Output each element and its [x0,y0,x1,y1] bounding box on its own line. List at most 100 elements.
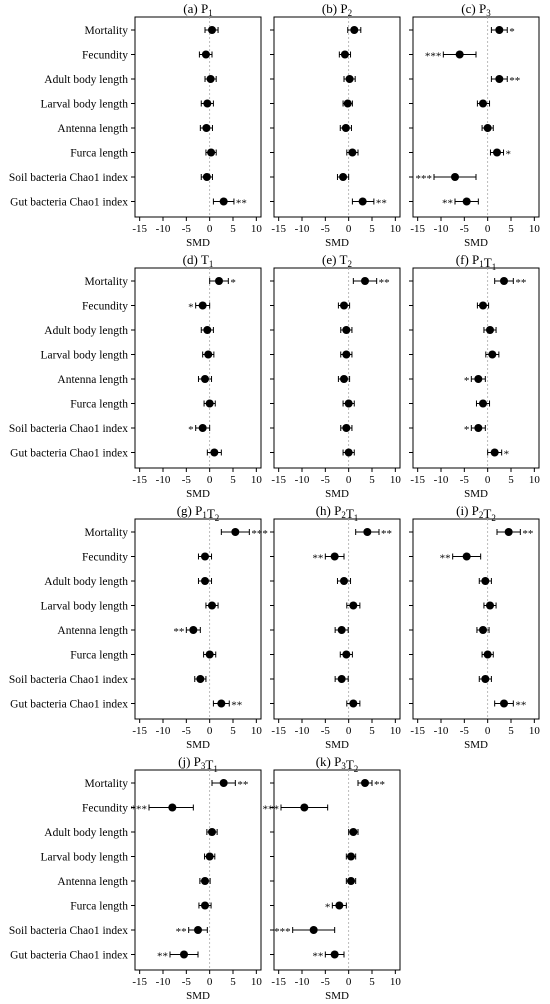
significance-label: ** [176,926,187,938]
significance-label: * [504,449,510,461]
x-tick-label: 5 [508,223,514,235]
x-tick-label: 10 [251,223,262,235]
row-label: Fecundity [82,803,128,815]
point-estimate [479,99,487,108]
forest-panel-i: (i) P2T2 -15 -10 -5 0 5 10 SMD ** ** ** [409,503,540,751]
forest-panel-d: (d) T1 -15 -10 -5 0 5 10 SMD Mortality * Fecundity… [9,252,262,500]
panel-frame [134,16,262,218]
row-label: Gut bacteria Chao1 index [10,950,128,962]
point-estimate [201,375,209,383]
panel-title: (e) T2 [322,252,352,269]
significance-label: ** [379,277,390,289]
point-estimate [350,26,359,34]
point-estimate [361,779,369,787]
x-tick-label: -10 [295,976,310,988]
significance-label: ** [237,779,248,791]
point-estimate [481,675,490,683]
x-tick-label: -15 [271,976,286,988]
x-tick-label: 0 [346,976,352,988]
significance-label: ** [236,198,247,210]
point-estimate [347,852,355,861]
x-tick-label: 0 [207,976,213,988]
x-tick-label: 10 [251,725,262,737]
x-tick-label: 0 [485,223,491,235]
point-estimate [483,124,492,132]
x-tick-label: -10 [295,223,310,235]
x-tick-label: 5 [369,474,375,486]
point-estimate [330,950,339,959]
point-estimate [495,75,504,83]
row-label: Soil bacteria Chao1 index [9,674,128,686]
point-estimate [342,350,351,359]
point-estimate [337,626,346,634]
x-tick-label: 10 [251,474,262,486]
significance-label: ** [515,277,526,289]
x-tick-label: -15 [410,725,425,737]
forest-panel-a: (a) P1 -15 -10 -5 0 5 10 SMD Mortality Fecundity A… [9,1,262,249]
point-estimate [361,277,369,285]
x-tick-label: 5 [230,976,236,988]
panel-frame [273,267,401,469]
row-label: Antenna length [57,123,128,135]
x-tick-label: -10 [156,474,171,486]
point-estimate [348,148,357,157]
point-estimate [504,528,513,536]
panel-title: (b) P2 [322,1,352,18]
significance-label: ** [515,700,526,712]
point-estimate [217,699,226,708]
point-estimate [168,803,177,812]
row-label: Adult body length [44,827,128,839]
forest-panel-b: (b) P2 -15 -10 -5 0 5 10 SMD ** [270,1,401,249]
row-label: Adult body length [44,74,128,86]
point-estimate [335,901,344,910]
x-axis-label: SMD [186,237,210,249]
row-label: Gut bacteria Chao1 index [10,448,128,460]
row-label: Antenna length [57,374,128,386]
significance-label: ** [509,75,520,87]
row-label: Furca length [70,148,128,160]
point-estimate [198,301,207,310]
x-tick-label: 0 [485,725,491,737]
point-estimate [340,577,348,585]
panel-frame [412,16,540,218]
x-tick-label: -5 [182,976,192,988]
row-label: Antenna length [57,876,128,888]
point-estimate [204,350,213,359]
x-tick-label: 5 [508,725,514,737]
point-estimate [349,828,358,836]
x-tick-label: 10 [390,725,402,737]
x-axis-label: SMD [186,488,210,500]
point-estimate [337,675,346,683]
x-tick-label: 5 [369,976,375,988]
x-tick-label: 0 [207,474,213,486]
panel-title: (k) P3T2 [316,754,359,774]
point-estimate [342,326,351,334]
x-tick-label: -15 [132,223,147,235]
point-estimate [479,301,487,310]
significance-label: ** [374,779,385,791]
significance-label: ** [442,198,453,210]
point-estimate [180,950,188,959]
point-estimate [363,528,372,536]
row-label: Furca length [70,399,128,411]
x-tick-label: 0 [207,725,213,737]
x-axis-label: SMD [464,488,488,500]
point-estimate [339,173,348,181]
significance-label: * [506,149,512,161]
point-estimate [340,50,349,59]
row-label: Fecundity [82,552,128,564]
row-label: Mortality [85,276,129,288]
row-label: Mortality [85,527,129,539]
significance-label: ** [231,700,242,712]
point-estimate [343,99,352,108]
x-tick-label: 0 [346,725,352,737]
x-axis-label: SMD [325,990,349,1002]
point-estimate [455,50,464,59]
significance-label: *** [425,51,442,63]
significance-label: ** [440,553,451,565]
row-label: Antenna length [57,625,128,637]
row-label: Larval body length [40,350,128,362]
point-estimate [208,828,216,836]
panel-frame [412,267,540,469]
